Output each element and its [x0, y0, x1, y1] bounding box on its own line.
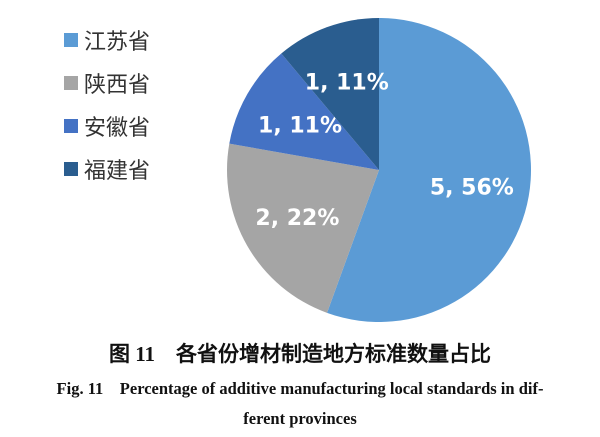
legend-swatch: [64, 118, 78, 133]
legend-label: 江苏省: [84, 29, 151, 55]
legend-item: 江苏省: [64, 18, 150, 61]
legend-swatch: [64, 32, 78, 47]
data-label: 5, 56%: [430, 175, 514, 200]
legend-item: 安徽省: [64, 104, 150, 147]
legend-label: 福建省: [84, 158, 151, 184]
caption-english-line2: ferent provinces: [243, 409, 357, 428]
pie-slice-3: [229, 53, 379, 170]
legend: 江苏省 陕西省 安徽省 福建省: [64, 18, 150, 190]
legend-label: 陕西省: [84, 72, 151, 98]
legend-item: 福建省: [64, 147, 150, 190]
pie-slice-4: [281, 18, 379, 170]
pie-slice-1: [327, 18, 531, 322]
legend-item: 陕西省: [64, 61, 150, 104]
caption-english: Fig. 11 Percentage of additive manufactu…: [0, 374, 600, 434]
legend-label: 安徽省: [84, 115, 151, 141]
caption-english-line1: Fig. 11 Percentage of additive manufactu…: [56, 379, 544, 398]
data-label: 1, 11%: [258, 113, 342, 138]
pie-chart: 5, 56% 2, 22% 1, 11% 1, 11%: [227, 18, 531, 322]
legend-swatch: [64, 75, 78, 90]
legend-swatch: [64, 161, 78, 176]
data-label: 1, 11%: [305, 70, 389, 95]
caption-chinese: 图 11 各省份增材制造地方标准数量占比: [108, 342, 492, 366]
data-label: 2, 22%: [255, 206, 339, 231]
pie-slice-2: [227, 143, 379, 313]
